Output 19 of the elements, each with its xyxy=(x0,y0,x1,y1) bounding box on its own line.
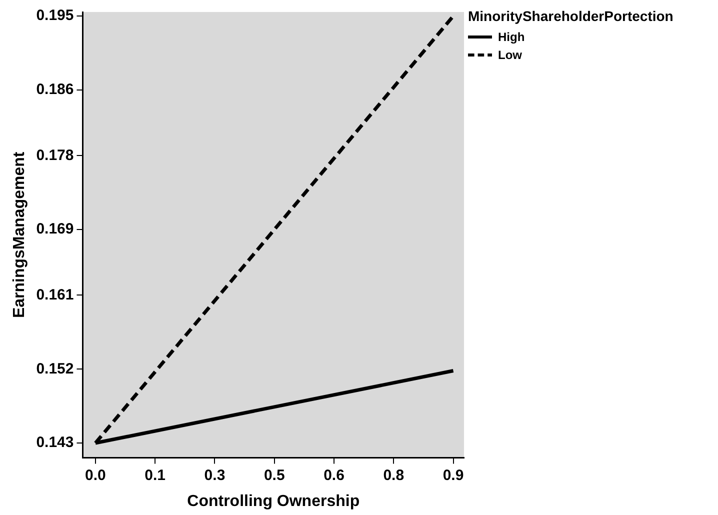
y-tick-label: 0.143 xyxy=(36,434,74,452)
x-tick-label: 0.0 xyxy=(85,466,106,484)
y-tick-label: 0.161 xyxy=(36,286,74,304)
y-tick-label: 0.178 xyxy=(36,146,74,164)
legend-title: MinorityShareholderPortection xyxy=(468,8,674,24)
legend-label: High xyxy=(498,30,525,44)
x-axis-title: Controlling Ownership xyxy=(187,492,360,510)
x-tick-label: 0.3 xyxy=(204,466,226,484)
x-tick-label: 0.9 xyxy=(442,466,464,484)
y-tick-label: 0.169 xyxy=(36,220,74,238)
x-tick-label: 0.8 xyxy=(383,466,404,484)
x-tick-label: 0.5 xyxy=(264,466,285,484)
y-axis-title: EarningsManagement xyxy=(11,151,28,318)
y-tick-label: 0.152 xyxy=(36,360,74,378)
y-tick-label: 0.186 xyxy=(36,81,74,98)
x-tick-label: 0.6 xyxy=(324,466,344,484)
x-tick-label: 0.1 xyxy=(144,466,166,484)
legend-label: Low xyxy=(498,48,522,62)
y-tick-label: 0.195 xyxy=(36,7,74,24)
